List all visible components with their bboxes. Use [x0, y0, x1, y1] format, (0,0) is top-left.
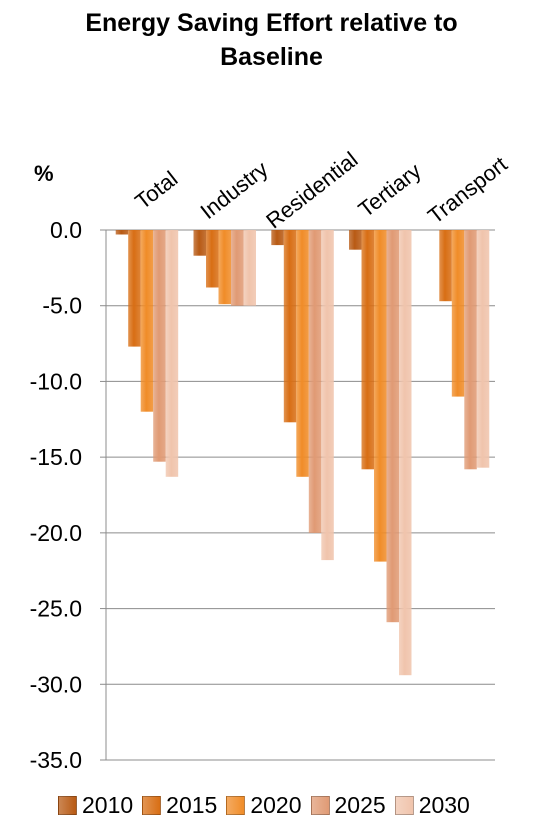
bar-residential-2015 — [283, 230, 297, 423]
legend-item-2030: 2030 — [394, 792, 470, 819]
bar-transport-2025 — [464, 230, 477, 470]
bar-industry-2010 — [193, 230, 206, 256]
legend: 2010 2015 2020 2025 2030 — [58, 792, 479, 819]
category-label-residential: Residential — [261, 147, 362, 234]
bar-total-2020 — [140, 230, 154, 412]
y-tick-label: -15.0 — [30, 444, 82, 470]
bar-residential-2025 — [308, 230, 322, 533]
legend-item-2020: 2020 — [226, 792, 302, 819]
bar-transport-2020 — [451, 230, 465, 397]
bar-total-2030 — [165, 230, 179, 477]
y-unit-label: % — [34, 161, 54, 186]
legend-swatch — [142, 796, 162, 815]
legend-label: 2010 — [82, 792, 134, 818]
bar-tertiary-2030 — [399, 230, 412, 676]
bar-industry-2020 — [218, 230, 231, 305]
chart-title-line-2: Baseline — [220, 43, 323, 71]
bar-total-2010 — [115, 230, 129, 235]
bar-tertiary-2025 — [386, 230, 399, 623]
y-tick-label: -10.0 — [30, 368, 82, 394]
bar-residential-2020 — [296, 230, 309, 477]
y-tick-label: -20.0 — [30, 520, 82, 546]
y-tick-label: -25.0 — [30, 596, 82, 622]
bar-total-2015 — [128, 230, 141, 347]
bar-industry-2030 — [243, 230, 256, 306]
legend-item-2015: 2015 — [142, 792, 217, 819]
bar-transport-2030 — [476, 230, 490, 468]
legend-item-2010: 2010 — [58, 792, 133, 819]
legend-label: 2025 — [334, 792, 386, 818]
bar-residential-2030 — [321, 230, 334, 561]
legend-label: 2015 — [166, 792, 218, 818]
bar-tertiary-2015 — [361, 230, 374, 470]
y-tick-label: -35.0 — [30, 747, 82, 773]
legend-label: 2030 — [418, 792, 470, 818]
chart-title: Energy Saving Effort relative to Baselin… — [0, 6, 543, 74]
y-tick-label: 0.0 — [50, 217, 82, 243]
bar-chart: 0.0 -5.0 -10.0 -15.0 -20.0 -25.0 -30.0 -35.0 Tot… — [30, 147, 512, 773]
y-tick-label: -5.0 — [42, 293, 82, 319]
category-label-transport: Transport — [423, 152, 512, 229]
bars — [115, 230, 490, 676]
bar-tertiary-2020 — [374, 230, 387, 562]
bar-industry-2025 — [231, 230, 244, 306]
legend-swatch — [226, 796, 246, 815]
y-tick-label: -30.0 — [30, 671, 82, 697]
legend-swatch — [394, 796, 414, 815]
legend-item-2025: 2025 — [310, 792, 386, 819]
bar-total-2025 — [153, 230, 166, 462]
bar-transport-2015 — [439, 230, 452, 302]
bar-residential-2010 — [271, 230, 284, 246]
legend-swatch — [310, 796, 330, 815]
chart-title-line-1: Energy Saving Effort relative to — [85, 9, 458, 37]
category-label-total: Total — [130, 166, 182, 214]
bar-industry-2015 — [206, 230, 219, 288]
bar-tertiary-2010 — [349, 230, 362, 250]
legend-swatch — [58, 796, 77, 815]
category-label-tertiary: Tertiary — [354, 158, 426, 222]
legend-label: 2020 — [250, 792, 302, 818]
